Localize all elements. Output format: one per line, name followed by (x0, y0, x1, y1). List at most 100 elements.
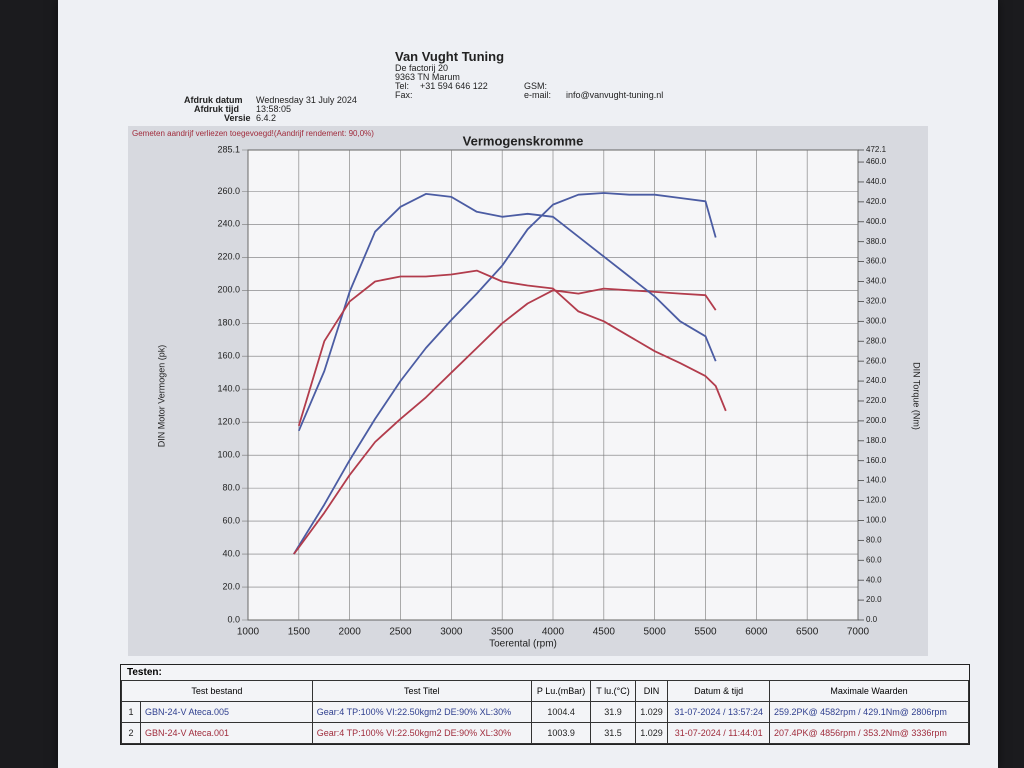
company-name: Van Vught Tuning (395, 49, 505, 64)
series-line (297, 269, 727, 427)
header-cell: Maximale Waarden (769, 680, 969, 702)
y2-tick-label: 320.0 (866, 297, 887, 306)
chart-subtitle: Gemeten aandrijf verliezen toegevoegd!(A… (132, 129, 374, 138)
y-tick-label: 0.0 (227, 614, 240, 624)
y2-tick-label: 60.0 (866, 555, 882, 564)
table-header: Test bestand Test Titel P Lu.(mBar) T lu… (121, 680, 969, 702)
y-tick-label: 80.0 (222, 482, 240, 492)
cell: Gear:4 TP:100% VI:22.50kgm2 DE:90% XL:30… (311, 722, 532, 744)
y-tick-label: 260.0 (217, 186, 240, 196)
cell: 1004.4 (530, 701, 592, 723)
gsm-label: GSM: (524, 81, 548, 91)
table: Test bestand Test Titel P Lu.(mBar) T lu… (121, 680, 969, 744)
table-row: 2 GBN-24-V Ateca.001 Gear:4 TP:100% VI:2… (121, 722, 969, 744)
y2-tick-label: 472.1 (866, 145, 887, 154)
cell: GBN-24-V Ateca.005 (140, 701, 313, 723)
series-line (293, 192, 717, 555)
y2-tick-label: 400.0 (866, 217, 887, 226)
y-axis-label: DIN Motor Vermogen (pk) (156, 345, 166, 448)
x-axis-label: Toerental (rpm) (489, 639, 557, 650)
x-tick-label: 5500 (694, 627, 717, 638)
y-tick-label: 120.0 (217, 417, 240, 427)
y-tick-label: 40.0 (222, 548, 240, 558)
y-tick-label: 20.0 (222, 581, 240, 591)
series-line (293, 287, 717, 555)
y2-tick-label: 180.0 (866, 436, 887, 445)
cell: Gear:4 TP:100% VI:22.50kgm2 DE:90% XL:30… (311, 701, 532, 723)
table-caption: Testen: (127, 667, 162, 678)
print-time-label: Afdruk tijd (194, 104, 239, 114)
y2-tick-label: 420.0 (866, 197, 887, 206)
y2-tick-label: 240.0 (866, 376, 887, 385)
cell: 31.5 (590, 722, 636, 744)
y2-tick-label: 200.0 (866, 416, 887, 425)
paper-sheet: Van Vught Tuning De factorij 20 9363 TN … (58, 0, 998, 768)
y2-tick-label: 120.0 (866, 496, 887, 505)
tests-table: Testen: Test bestand Test Titel P Lu.(mB… (120, 664, 970, 745)
tel: +31 594 646 122 (420, 81, 488, 91)
header-cell: Datum & tijd (667, 680, 770, 702)
print-date: Wednesday 31 July 2024 (256, 95, 357, 105)
y-tick-label: 180.0 (217, 318, 240, 328)
cell: 1.029 (634, 722, 669, 744)
y-tick-label: 160.0 (217, 351, 240, 361)
x-tick-label: 2500 (389, 627, 412, 638)
header-cell: Test bestand (121, 680, 313, 702)
x-tick-label: 6000 (745, 627, 768, 638)
series-line (297, 193, 717, 432)
cell: 1 (121, 701, 141, 723)
cell: 1003.9 (530, 722, 592, 744)
x-tick-label: 7000 (847, 627, 870, 638)
address-line: De factorij 20 (395, 63, 449, 73)
y2-tick-label: 140.0 (866, 476, 887, 485)
y2-tick-label: 340.0 (866, 277, 887, 286)
x-tick-label: 1500 (288, 627, 311, 638)
header-cell: DIN (634, 680, 669, 702)
y2-tick-label: 160.0 (866, 456, 887, 465)
version-label: Versie (224, 113, 251, 123)
email-label: e-mail: (524, 90, 552, 100)
x-tick-label: 5000 (644, 627, 667, 638)
x-tick-label: 2000 (339, 627, 362, 638)
header-cell: Test Titel (311, 680, 532, 702)
y2-tick-label: 440.0 (866, 177, 887, 186)
cell: 207.4PK@ 4856rpm / 353.2Nm@ 3336rpm (769, 722, 969, 744)
y2-tick-label: 220.0 (866, 396, 887, 405)
y-tick-label: 60.0 (222, 515, 240, 525)
header-cell: T lu.(°C) (590, 680, 636, 702)
y2-tick-label: 80.0 (866, 535, 882, 544)
x-tick-label: 4000 (542, 627, 565, 638)
y2-tick-label: 380.0 (866, 237, 887, 246)
y2-tick-label: 20.0 (866, 595, 882, 604)
cell: GBN-24-V Ateca.001 (140, 722, 313, 744)
cell: 31-07-2024 / 13:57:24 (667, 701, 770, 723)
cell: 1.029 (634, 701, 669, 723)
tel-label: Tel: (395, 81, 410, 91)
chart: Gemeten aandrijf verliezen toegevoegd!(A… (128, 126, 928, 656)
y-tick-label: 200.0 (217, 285, 240, 295)
table-row: 1 GBN-24-V Ateca.005 Gear:4 TP:100% VI:2… (121, 701, 969, 723)
x-tick-label: 3500 (491, 627, 514, 638)
cell: 31.9 (590, 701, 636, 723)
x-tick-label: 4500 (593, 627, 616, 638)
y2-tick-label: 360.0 (866, 257, 887, 266)
cell: 31-07-2024 / 11:44:01 (667, 722, 770, 744)
x-tick-label: 6500 (796, 627, 819, 638)
y2-tick-label: 260.0 (866, 356, 887, 365)
y2-tick-label: 40.0 (866, 575, 882, 584)
address-line: 9363 TN Marum (395, 72, 460, 82)
y-tick-label: 240.0 (217, 219, 240, 229)
y-tick-label: 140.0 (217, 384, 240, 394)
cell: 2 (121, 722, 141, 744)
version: 6.4.2 (256, 113, 277, 123)
y-tick-label: 100.0 (217, 450, 240, 460)
y2-tick-label: 300.0 (866, 316, 887, 325)
fax-label: Fax: (395, 90, 413, 100)
x-tick-label: 1000 (237, 627, 260, 638)
chart-title: Vermogenskromme (463, 133, 584, 148)
y2-tick-label: 100.0 (866, 516, 887, 525)
y2-axis-label: DIN Torque (Nm) (912, 362, 922, 430)
email: info@vanvught-tuning.nl (566, 90, 664, 100)
y-tick-label: 285.1 (217, 144, 240, 154)
